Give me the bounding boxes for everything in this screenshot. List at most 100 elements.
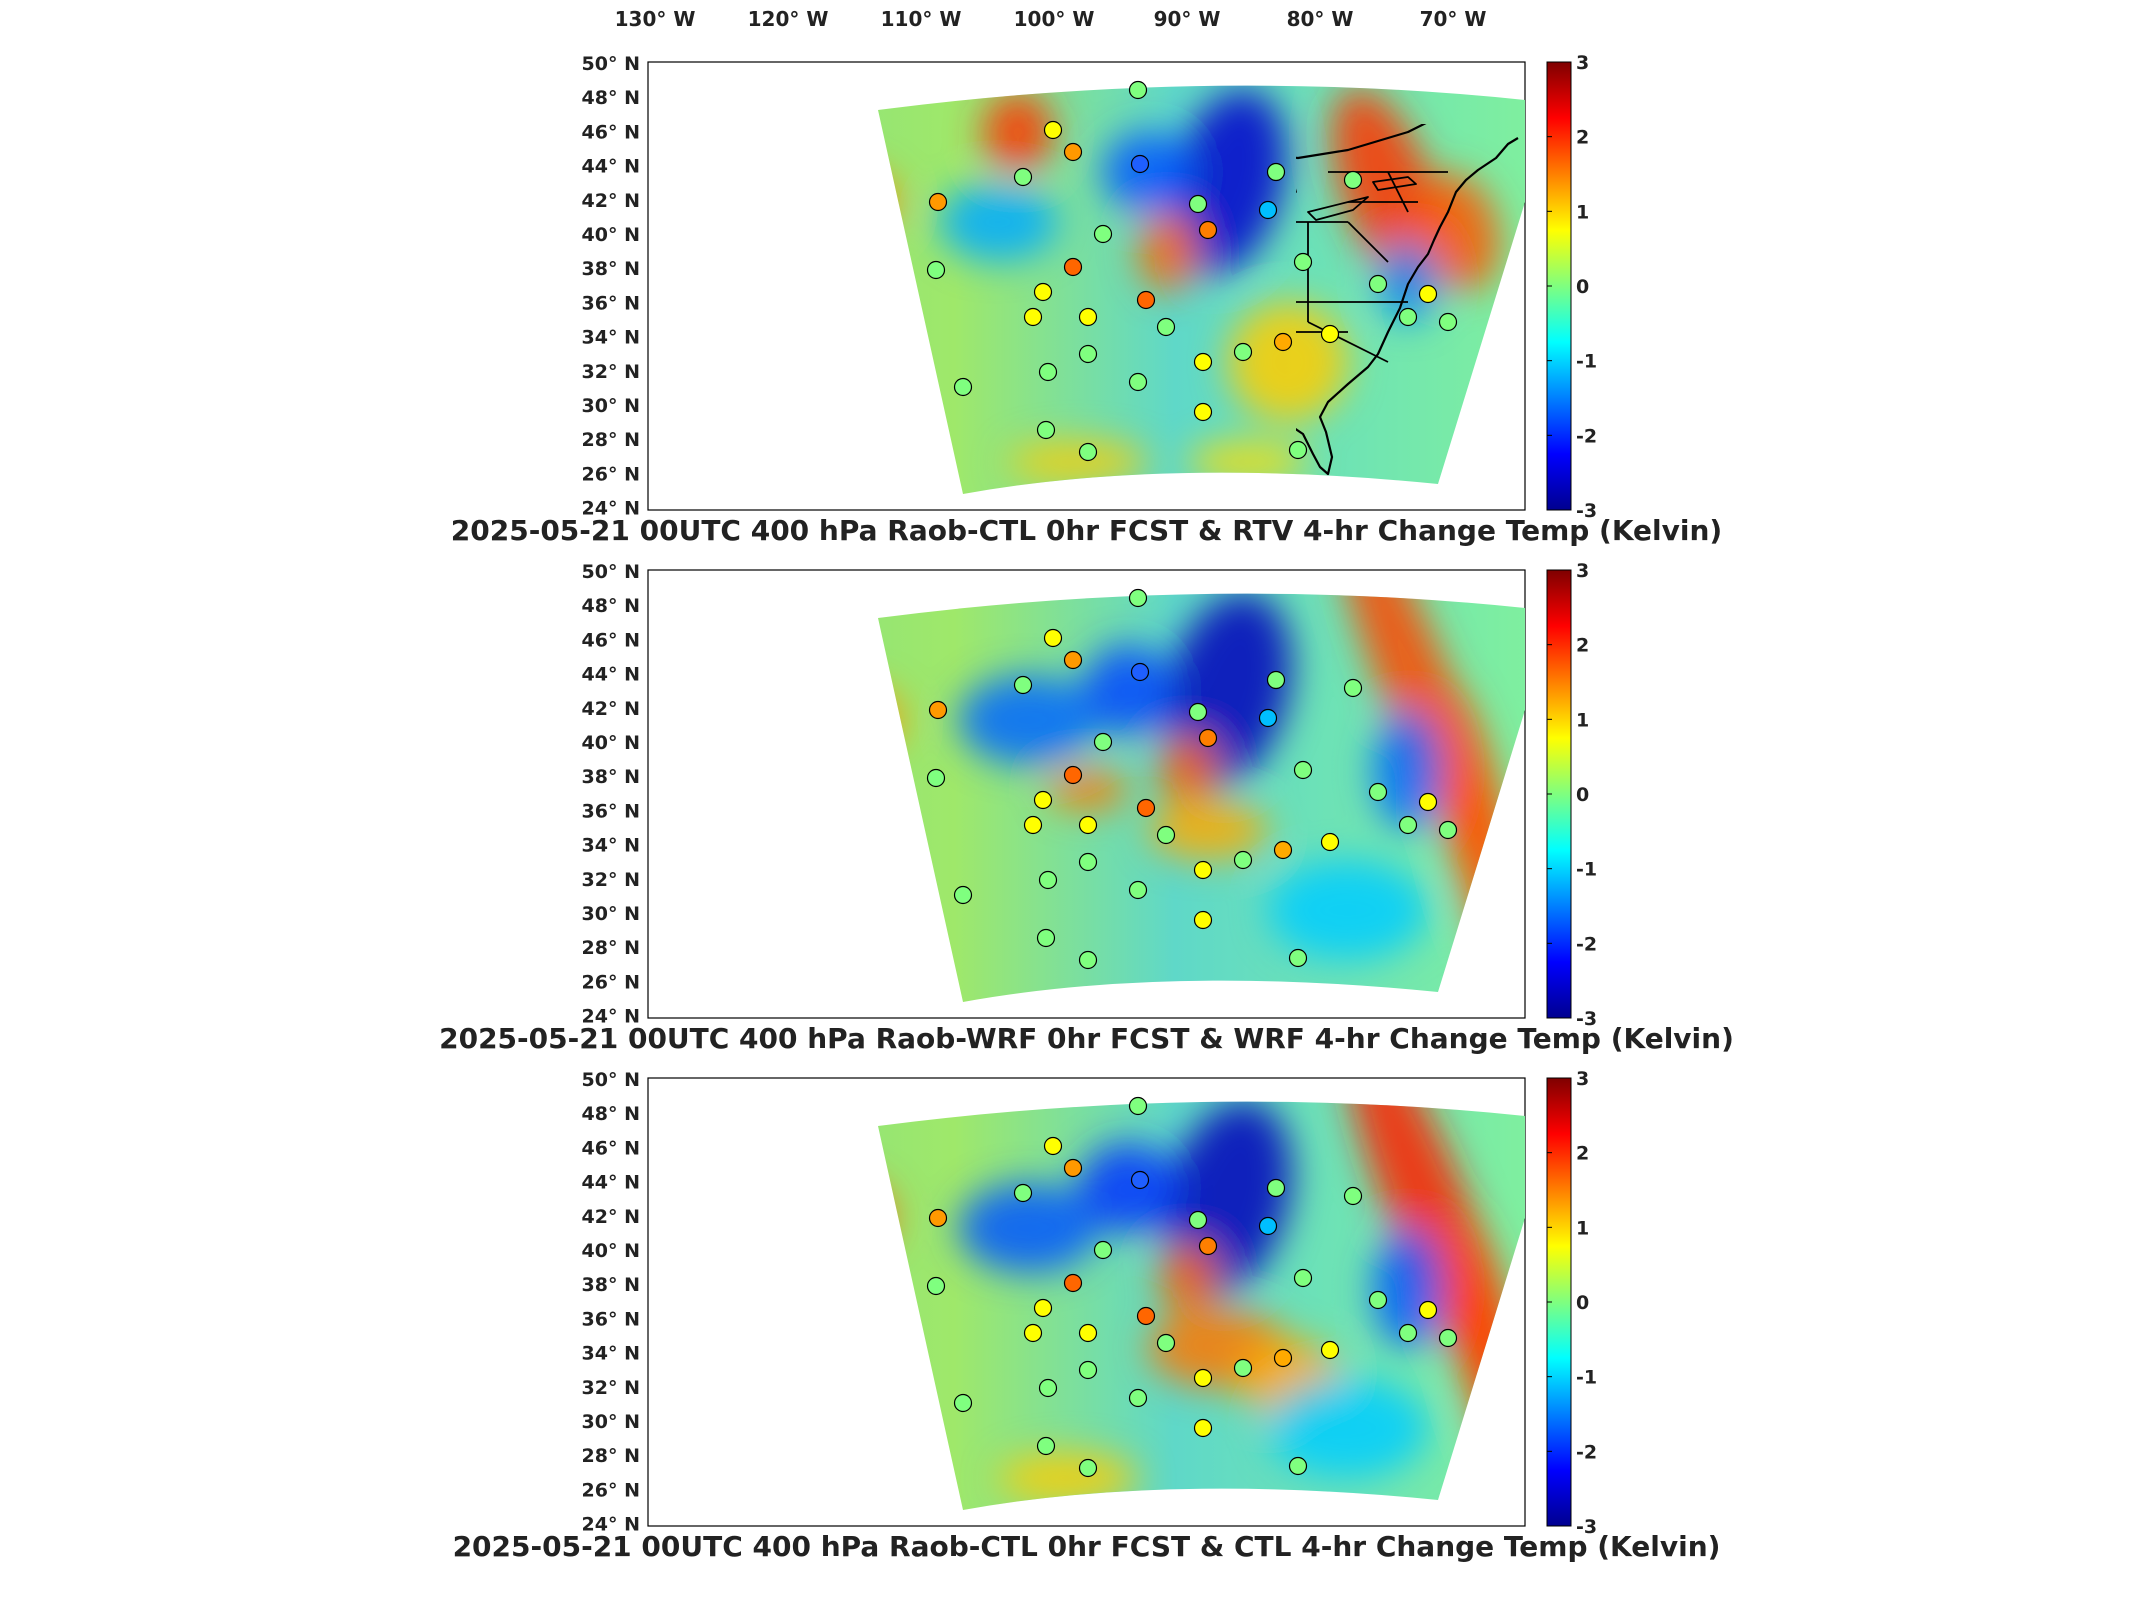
- raob-station-marker: [1418, 1300, 1438, 1320]
- raob-station-marker: [1063, 1273, 1083, 1293]
- lon-label: 80° W: [1287, 7, 1354, 31]
- raob-station-marker: [1023, 815, 1043, 835]
- colorbar-tick-label: -1: [1576, 1367, 1597, 1389]
- lat-label: 46° N: [582, 629, 640, 651]
- lat-label: 44° N: [582, 156, 640, 178]
- raob-station-marker: [1033, 790, 1053, 810]
- raob-station-marker: [928, 192, 948, 212]
- colorbar-tick-label: -1: [1576, 859, 1597, 881]
- colorbar-tick-label: 3: [1576, 52, 1589, 74]
- lat-label: 48° N: [582, 595, 640, 617]
- raob-station-marker: [1438, 312, 1458, 332]
- raob-station-marker: [1258, 200, 1278, 220]
- panel-title: 2025-05-21 00UTC 400 hPa Raob-CTL 0hr FC…: [453, 1530, 1721, 1563]
- raob-station-marker: [1156, 1333, 1176, 1353]
- raob-station-marker: [1198, 728, 1218, 748]
- lat-label: 30° N: [582, 903, 640, 925]
- lat-label: 28° N: [582, 429, 640, 451]
- raob-station-marker: [1036, 1436, 1056, 1456]
- lat-label: 50° N: [582, 53, 640, 75]
- raob-station-marker: [1266, 1178, 1286, 1198]
- raob-station-marker: [1136, 1306, 1156, 1326]
- raob-station-marker: [1128, 588, 1148, 608]
- lat-label: 30° N: [582, 395, 640, 417]
- colorbar-tick-label: 0: [1576, 276, 1589, 298]
- lat-label: 42° N: [582, 698, 640, 720]
- raob-station-marker: [1233, 1358, 1253, 1378]
- map-panel: 50° N 48° N 46° N 44° N 42° N 40° N 38° N 36° N…: [451, 52, 1722, 547]
- raob-station-marker: [1188, 1210, 1208, 1230]
- panel-title: 2025-05-21 00UTC 400 hPa Raob-WRF 0hr FC…: [439, 1022, 1734, 1055]
- raob-station-marker: [1078, 1360, 1098, 1380]
- raob-stations: [926, 80, 1458, 462]
- lat-label: 34° N: [582, 835, 640, 857]
- raob-station-marker: [1128, 1388, 1148, 1408]
- lat-label: 36° N: [582, 1308, 640, 1330]
- raob-station-marker: [1136, 798, 1156, 818]
- raob-station-marker: [1156, 317, 1176, 337]
- lat-label: 38° N: [582, 1274, 640, 1296]
- lat-label: 42° N: [582, 1206, 640, 1228]
- raob-station-marker: [1258, 708, 1278, 728]
- raob-station-marker: [1078, 852, 1098, 872]
- raob-station-marker: [1038, 870, 1058, 890]
- temperature-field: [878, 593, 1525, 1002]
- raob-station-marker: [926, 1276, 946, 1296]
- raob-station-marker: [1288, 948, 1308, 968]
- raob-station-marker: [1128, 80, 1148, 100]
- raob-station-marker: [1188, 194, 1208, 214]
- raob-station-marker: [1130, 154, 1150, 174]
- raob-station-marker: [1023, 307, 1043, 327]
- raob-station-marker: [1193, 910, 1213, 930]
- raob-station-marker: [1193, 1418, 1213, 1438]
- raob-station-marker: [1273, 840, 1293, 860]
- colorbar-tick-label: -3: [1576, 1516, 1597, 1538]
- lat-label: 50° N: [582, 1069, 640, 1091]
- raob-station-marker: [1136, 290, 1156, 310]
- raob-station-marker: [1398, 815, 1418, 835]
- raob-station-marker: [1368, 1290, 1388, 1310]
- raob-stations: [926, 588, 1458, 970]
- raob-station-marker: [1233, 850, 1253, 870]
- lat-label: 36° N: [582, 292, 640, 314]
- raob-station-marker: [1130, 1170, 1150, 1190]
- raob-station-marker: [1273, 332, 1293, 352]
- lat-label: 44° N: [582, 1172, 640, 1194]
- raob-station-marker: [1438, 1328, 1458, 1348]
- raob-station-marker: [1320, 832, 1340, 852]
- lat-label: 32° N: [582, 1377, 640, 1399]
- lat-label: 42° N: [582, 190, 640, 212]
- colorbar-tick-label: -3: [1576, 1008, 1597, 1030]
- temperature-field: [878, 1101, 1525, 1510]
- lat-label: 24° N: [582, 1006, 640, 1028]
- raob-station-marker: [1198, 220, 1218, 240]
- raob-station-marker: [1043, 120, 1063, 140]
- raob-station-marker: [1078, 1323, 1098, 1343]
- raob-station-marker: [928, 1208, 948, 1228]
- lat-label: 26° N: [582, 971, 640, 993]
- raob-station-marker: [1418, 284, 1438, 304]
- lat-label: 48° N: [582, 87, 640, 109]
- raob-station-marker: [1193, 860, 1213, 880]
- raob-station-marker: [1036, 928, 1056, 948]
- lat-label: 30° N: [582, 1411, 640, 1433]
- raob-station-marker: [1128, 880, 1148, 900]
- colorbar-tick-label: 0: [1576, 784, 1589, 806]
- lat-label: 40° N: [582, 224, 640, 246]
- raob-station-marker: [1398, 307, 1418, 327]
- lat-label: 40° N: [582, 1240, 640, 1262]
- raob-station-marker: [1038, 362, 1058, 382]
- lat-label: 50° N: [582, 561, 640, 583]
- raob-station-marker: [953, 377, 973, 397]
- raob-station-marker: [1128, 1096, 1148, 1116]
- lat-label: 44° N: [582, 664, 640, 686]
- raob-station-marker: [1320, 324, 1340, 344]
- longitude-labels: 130° W 120° W 110° W 100° W 90° W 80° W …: [615, 7, 1487, 31]
- raob-station-marker: [1273, 1348, 1293, 1368]
- raob-station-marker: [1038, 1378, 1058, 1398]
- raob-station-marker: [1193, 402, 1213, 422]
- raob-station-marker: [1078, 307, 1098, 327]
- raob-station-marker: [1398, 1323, 1418, 1343]
- lat-label: 38° N: [582, 258, 640, 280]
- raob-station-marker: [1078, 1458, 1098, 1478]
